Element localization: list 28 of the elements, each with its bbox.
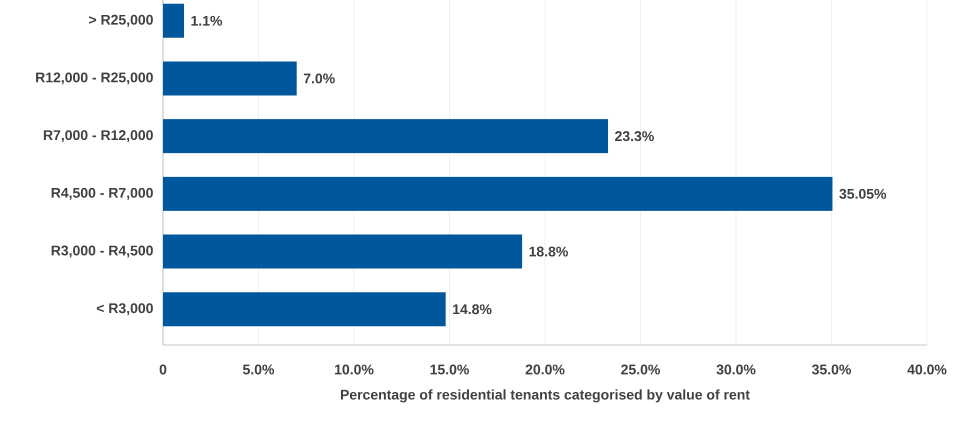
bar — [163, 234, 522, 269]
x-tick-label: 40.0% — [907, 364, 946, 374]
x-axis-title: Percentage of residential tenants categorised by value of rent — [340, 389, 750, 402]
data-label: 14.8% — [453, 304, 492, 314]
data-label: 23.3% — [615, 131, 654, 142]
data-label: 1.1% — [191, 16, 222, 26]
x-tick-label: 35.0% — [812, 364, 851, 374]
data-label: 18.8% — [529, 246, 568, 257]
bar — [163, 4, 184, 38]
x-tick-label: 20.0% — [526, 364, 564, 374]
y-tick-label: R4,500 - R7,000 — [52, 188, 153, 200]
x-tick-label: 5.0% — [242, 364, 274, 374]
bar — [163, 176, 832, 211]
x-tick-label: 10.0% — [335, 364, 374, 374]
y-tick-label: R7,000 - R12,000 — [44, 130, 153, 142]
x-tick-label: 0 — [160, 364, 166, 374]
data-label: 7.0% — [304, 74, 335, 84]
y-tick-label: R3,000 - R4,500 — [52, 246, 153, 258]
y-tick-label: < R3,000 — [96, 303, 153, 316]
data-label: 35.05% — [839, 188, 886, 199]
bar — [163, 119, 608, 154]
x-tick-label: 15.0% — [430, 364, 469, 374]
bar — [163, 292, 446, 326]
x-tick-label: 30.0% — [716, 364, 756, 374]
x-tick-label: 25.0% — [621, 364, 660, 374]
bar — [163, 61, 297, 96]
y-tick-label: > R25,000 — [89, 14, 153, 27]
y-tick-label: R12,000 - R25,000 — [36, 72, 153, 84]
